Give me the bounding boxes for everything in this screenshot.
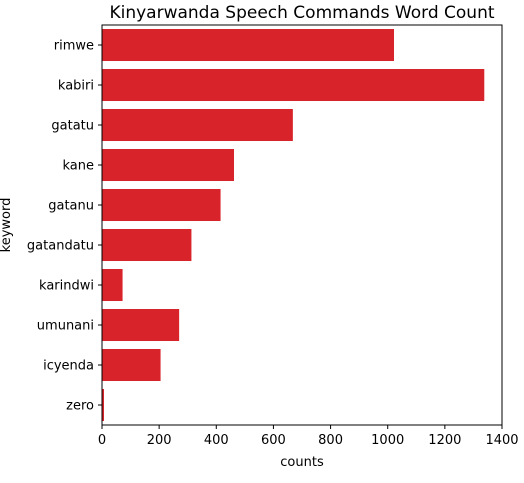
plot-frame	[101, 24, 503, 426]
bar-icyenda	[102, 349, 161, 381]
x-tick-label-400: 400	[204, 433, 229, 448]
y-tick-label-kabiri: kabiri	[58, 79, 94, 94]
x-tick-label-0: 0	[98, 433, 106, 448]
y-tick-label-rimwe: rimwe	[54, 39, 94, 54]
x-tick-label-200: 200	[147, 433, 172, 448]
y-tick-label-gatandatu: gatandatu	[27, 239, 94, 254]
x-tick-label-1200: 1200	[428, 433, 461, 448]
bar-gatanu	[102, 189, 221, 221]
bar-karindwi	[102, 269, 123, 301]
chart-title: Kinyarwanda Speech Commands Word Count	[109, 3, 494, 23]
y-tick-label-gatatu: gatatu	[51, 119, 94, 134]
y-tick-label-gatanu: gatanu	[48, 199, 94, 214]
bar-rimwe	[102, 29, 394, 61]
bar-kabiri	[102, 69, 485, 101]
bar-zero	[102, 389, 104, 421]
bar-kane	[102, 149, 234, 181]
x-axis-ticks: 0 200 400 600 800 1000 1200 1400	[98, 425, 519, 448]
x-tick-label-1400: 1400	[485, 433, 518, 448]
y-tick-label-karindwi: karindwi	[39, 279, 94, 294]
bar-umunani	[102, 309, 180, 341]
bar-gatatu	[102, 109, 293, 141]
y-tick-label-kane: kane	[62, 159, 94, 174]
y-tick-label-zero: zero	[66, 399, 94, 414]
y-tick-label-umunani: umunani	[37, 319, 94, 334]
y-axis-ticks: rimwe kabiri gatatu kane gatanu gatandatu kari…	[27, 39, 102, 414]
bar-gatandatu	[102, 229, 192, 261]
y-axis-label: keyword	[0, 198, 14, 253]
x-axis-label: counts	[280, 455, 324, 470]
x-tick-label-800: 800	[318, 433, 343, 448]
bars-group	[102, 29, 485, 421]
x-tick-label-1000: 1000	[371, 433, 404, 448]
y-tick-label-icyenda: icyenda	[43, 359, 94, 374]
x-tick-label-600: 600	[261, 433, 286, 448]
